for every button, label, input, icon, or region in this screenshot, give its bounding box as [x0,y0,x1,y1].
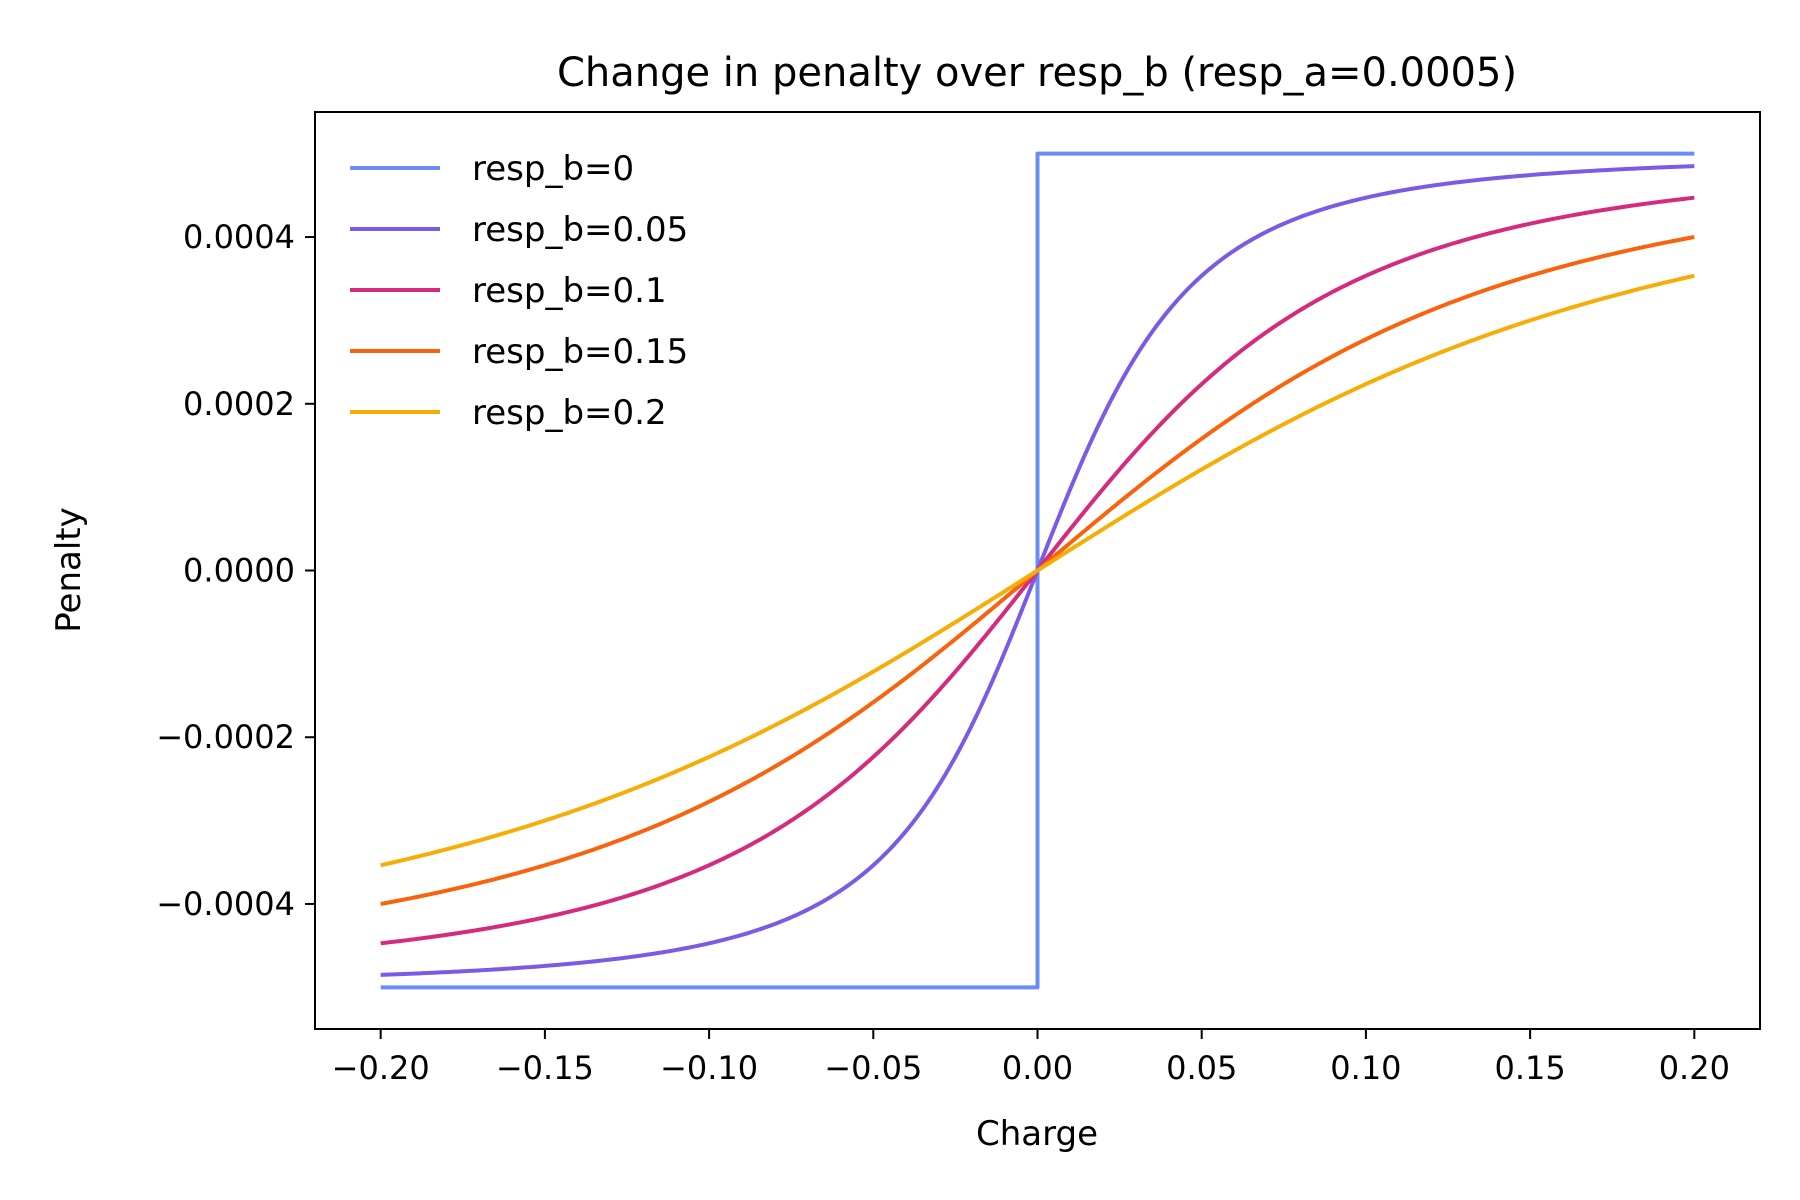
legend-label-4: resp_b=0.2 [472,393,667,433]
x-tick-label: 0.05 [1166,1049,1237,1087]
x-tick-label: −0.05 [824,1049,922,1087]
y-tick-label: −0.0002 [156,718,295,756]
x-axis-label: Charge [976,1114,1098,1154]
x-tick-label: −0.15 [496,1049,594,1087]
x-axis: −0.20 −0.15 −0.10 −0.05 0.00 0.05 0.10 0.15 0.20 [332,1029,1730,1087]
x-tick-label: −0.10 [660,1049,758,1087]
x-tick-label: −0.20 [332,1049,430,1087]
plot-area: −0.20 −0.15 −0.10 −0.05 0.00 0.05 0.10 0.15 0.20… [156,111,1761,1087]
y-tick-label: 0.0000 [183,552,295,590]
series-layer [380,151,1695,990]
legend-label-1: resp_b=0.05 [472,210,688,250]
legend-label-0: resp_b=0 [472,149,634,189]
x-tick-label: 0.15 [1494,1049,1565,1087]
legend: resp_b=0 resp_b=0.05 resp_b=0.1 resp_b=0.15… [350,149,688,433]
x-tick-label: 0.20 [1659,1049,1730,1087]
series-line-4 [380,273,1695,868]
legend-label-3: resp_b=0.15 [472,332,688,372]
y-axis: −0.0004 −0.0002 0.0000 0.0002 0.0004 [156,218,315,923]
legend-label-2: resp_b=0.1 [472,271,667,311]
y-tick-label: −0.0004 [156,885,295,923]
y-tick-label: 0.0004 [183,218,295,256]
y-axis-label: Penalty [49,507,89,633]
x-tick-label: 0.10 [1330,1049,1401,1087]
x-tick-label: 0.00 [1002,1049,1073,1087]
y-tick-label: 0.0002 [183,385,295,423]
chart-title: Change in penalty over resp_b (resp_a=0.… [557,50,1517,96]
